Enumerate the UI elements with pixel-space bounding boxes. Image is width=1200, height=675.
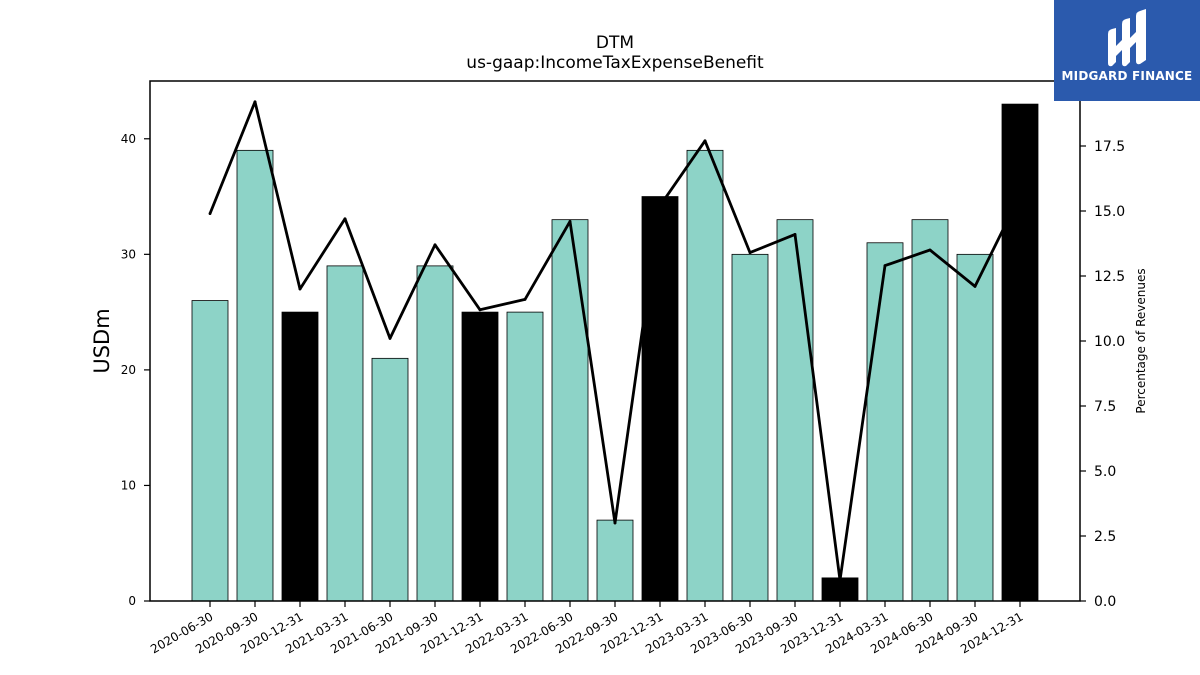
line-point-2023-03-31 xyxy=(703,139,707,143)
y-tick-label: 40 xyxy=(121,132,136,146)
bar-2022-03-31 xyxy=(506,311,544,602)
chart-subtitle: us-gaap:IncomeTaxExpenseBenefit xyxy=(466,53,764,73)
bar-2024-06-30 xyxy=(911,219,949,602)
midgard-logo-icon xyxy=(1108,9,1146,67)
line-point-2020-12-31 xyxy=(298,287,302,291)
line-point-2021-03-31 xyxy=(343,217,347,221)
bar-2020-09-30 xyxy=(236,149,274,602)
bar-2024-09-30 xyxy=(956,253,994,602)
chart-title: DTM xyxy=(596,33,634,53)
y-tick-label: 10 xyxy=(121,478,136,492)
brand-name: MIDGARD FINANCE xyxy=(1061,69,1193,83)
line-point-2021-09-30 xyxy=(433,243,437,247)
y-axis-label: USDm xyxy=(90,308,114,373)
bar-2022-12-31 xyxy=(641,196,679,602)
line-point-2023-09-30 xyxy=(793,233,797,236)
line-point-2024-09-30 xyxy=(973,285,977,288)
y2-tick-label: 7.5 xyxy=(1094,399,1116,415)
bar-2021-12-31 xyxy=(461,311,499,602)
line-point-2022-03-31 xyxy=(523,298,527,301)
bar-2021-09-30 xyxy=(416,265,454,602)
y2-tick-label: 12.5 xyxy=(1094,269,1125,285)
line-point-2023-12-31 xyxy=(838,578,842,582)
line-point-2022-12-31 xyxy=(658,204,662,208)
line-point-2020-09-30 xyxy=(253,100,257,104)
line-point-2024-06-30 xyxy=(928,248,932,252)
bar-2024-12-31 xyxy=(1001,103,1039,602)
line-point-2021-06-30 xyxy=(388,337,392,340)
y2-tick-label: 17.5 xyxy=(1094,139,1125,155)
x-axis: 2020-06-302020-09-302020-12-312021-03-31… xyxy=(148,601,1026,656)
line-point-2024-12-31 xyxy=(1018,194,1022,197)
bar-group xyxy=(191,103,1039,602)
bar-2024-03-31 xyxy=(866,242,904,602)
bar-2023-09-30 xyxy=(776,219,814,602)
bar-2022-09-30 xyxy=(596,519,634,602)
bar-2020-12-31 xyxy=(281,311,319,602)
y-tick-label: 0 xyxy=(128,594,136,608)
y2-axis-label: Percentage of Revenues xyxy=(1134,268,1148,413)
bar-2023-03-31 xyxy=(686,149,724,602)
line-group xyxy=(208,100,1022,582)
bar-2021-03-31 xyxy=(326,265,364,602)
y-tick-label: 20 xyxy=(121,363,136,377)
line-point-2022-06-30 xyxy=(568,220,572,223)
y-tick-label: 30 xyxy=(121,247,136,261)
y2-tick-label: 10.0 xyxy=(1094,334,1125,350)
bar-2022-06-30 xyxy=(551,219,589,602)
line-point-2022-09-30 xyxy=(613,521,617,525)
y2-tick-label: 5.0 xyxy=(1094,464,1116,480)
bar-2021-06-30 xyxy=(371,357,409,602)
right-axis: 0.0 2.5 5.0 7.5 10.0 12.5 15.0 17.5 xyxy=(1080,139,1125,610)
bar-2023-06-30 xyxy=(731,253,769,602)
bar-2020-06-30 xyxy=(191,300,229,602)
line-point-2021-12-31 xyxy=(478,308,482,312)
y2-tick-label: 2.5 xyxy=(1094,529,1116,545)
line-point-2024-03-31 xyxy=(883,264,887,267)
line-point-2023-06-30 xyxy=(748,251,752,255)
y2-tick-label: 0.0 xyxy=(1094,594,1116,610)
y2-tick-label: 15.0 xyxy=(1094,204,1125,220)
brand-logo: MIDGARD FINANCE xyxy=(1054,0,1200,101)
line-point-2020-06-30 xyxy=(208,212,212,216)
left-axis: 0 10 20 30 40 xyxy=(121,132,150,608)
